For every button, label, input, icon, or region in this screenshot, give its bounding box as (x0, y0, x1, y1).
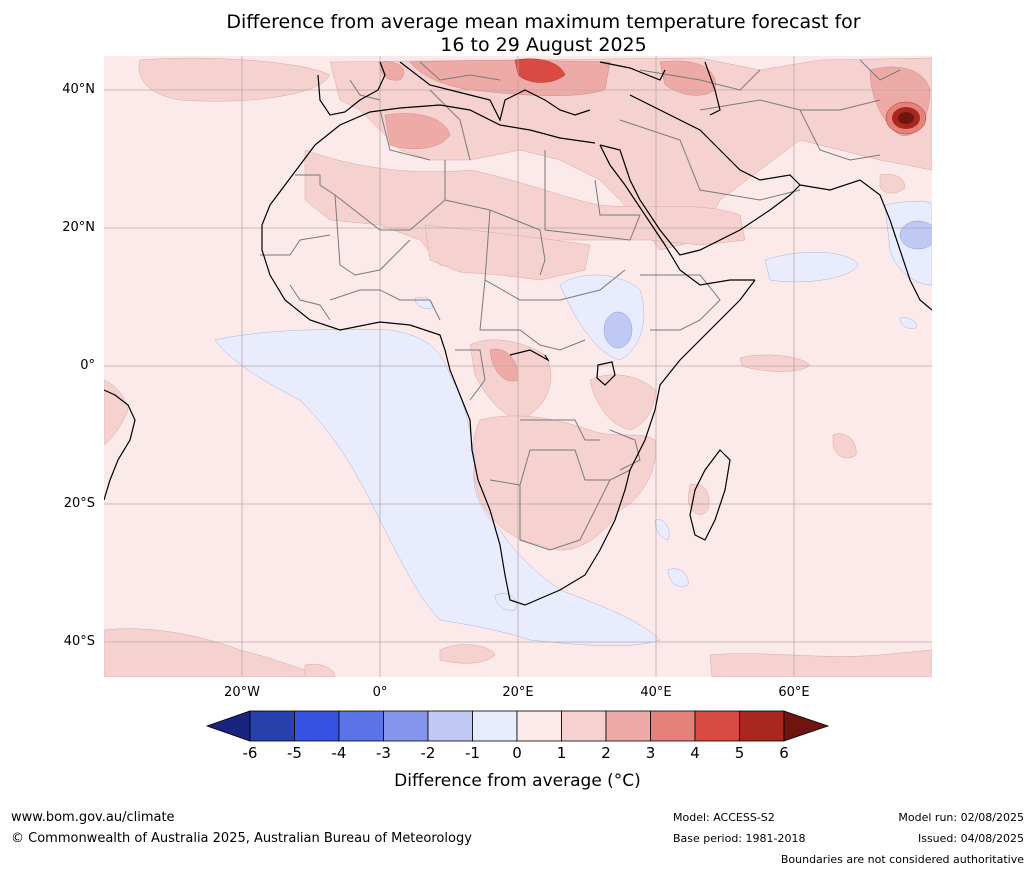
footer-copyright: © Commonwealth of Australia 2025, Austra… (11, 831, 472, 846)
lon-label-20e: 20°E (502, 685, 534, 700)
colorbar-arrow-high (783, 710, 830, 742)
lat-label-20s: 20°S (63, 496, 95, 511)
colorbar-swatch (650, 710, 696, 742)
colorbar-tick: 4 (690, 744, 700, 762)
anomaly-hot-regions (514, 58, 927, 135)
country-borders (260, 59, 901, 551)
colorbar-swatch (605, 710, 651, 742)
colorbar-swatch (694, 710, 740, 742)
lon-label-20w: 20°W (224, 685, 260, 700)
colorbar-tick: 1 (556, 744, 567, 762)
lon-label-60e: 60°E (778, 685, 810, 700)
colorbar-swatch (561, 710, 607, 742)
footer-model-run: Model run: 02/08/2025 (898, 811, 1024, 824)
colorbar-swatch (383, 710, 429, 742)
footer-disclaimer: Boundaries are not considered authoritat… (780, 853, 1024, 866)
colorbar-tick: 3 (645, 744, 656, 762)
map-gridlines (104, 56, 932, 677)
lon-label-40e: 40°E (640, 685, 672, 700)
colorbar-tick: -4 (331, 744, 347, 762)
colorbar (205, 710, 830, 742)
coastlines (104, 61, 932, 606)
map-title-line1: Difference from average mean maximum tem… (226, 11, 861, 33)
lat-label-0: 0° (80, 358, 95, 373)
colorbar-swatch (427, 710, 473, 742)
colorbar-tick: -2 (420, 744, 436, 762)
colorbar-tick: 2 (601, 744, 611, 762)
colorbar-tick: -3 (376, 744, 391, 762)
colorbar-tick: 0 (512, 744, 522, 762)
map-area (104, 56, 932, 677)
colorbar-swatch (249, 710, 295, 742)
footer-model: Model: ACCESS-S2 (673, 811, 775, 824)
colorbar-tick: -6 (242, 744, 258, 762)
colorbar-label: Difference from average (°C) (394, 771, 641, 791)
colorbar-tick: 5 (734, 744, 745, 762)
colorbar-swatch (338, 710, 384, 742)
lat-label-40s: 40°S (63, 634, 95, 649)
colorbar-swatch (472, 710, 518, 742)
colorbar-swatch (739, 710, 785, 742)
colorbar-arrow-low (205, 710, 251, 742)
footer-issued: Issued: 04/08/2025 (917, 832, 1024, 845)
lon-label-0: 0° (372, 685, 388, 700)
lat-label-40n: 40°N (62, 82, 95, 97)
footer-website: www.bom.gov.au/climate (11, 810, 175, 825)
colorbar-tick: -5 (287, 744, 302, 762)
colorbar-tick: 6 (779, 744, 789, 762)
footer-base-period: Base period: 1981-2018 (673, 832, 806, 845)
colorbar-swatch (516, 710, 562, 742)
colorbar-tick: -1 (465, 744, 480, 762)
lat-label-20n: 20°N (62, 220, 95, 235)
colorbar-swatch (294, 710, 340, 742)
map-title-line2: 16 to 29 August 2025 (440, 34, 647, 56)
